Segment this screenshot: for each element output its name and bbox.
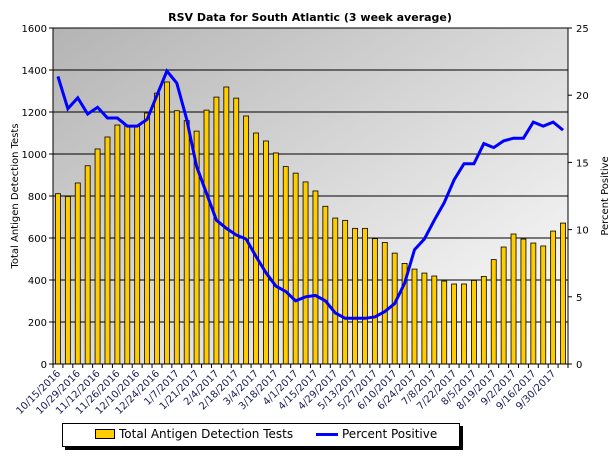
legend-item-percent: Percent Positive xyxy=(316,427,437,441)
y-tick-label: 1400 xyxy=(22,66,47,77)
bar xyxy=(213,96,220,365)
bar xyxy=(500,246,507,365)
y-tick-label: 1000 xyxy=(22,150,47,161)
bar xyxy=(134,125,141,365)
bar xyxy=(94,148,101,365)
bar xyxy=(124,125,131,365)
bar xyxy=(471,280,477,365)
y2-tick-label: 10 xyxy=(576,226,589,237)
legend-bar-swatch xyxy=(95,429,115,439)
bar xyxy=(480,276,487,365)
bar xyxy=(421,272,428,365)
bar xyxy=(431,275,438,365)
bar xyxy=(104,136,111,365)
bar xyxy=(322,205,329,365)
bar xyxy=(441,280,448,365)
bar xyxy=(520,238,527,365)
y2-tick-label: 5 xyxy=(576,293,582,304)
bar xyxy=(233,97,240,365)
bar xyxy=(292,172,299,365)
y2-axis-label: Percent Positive xyxy=(600,156,611,235)
bar xyxy=(550,230,557,365)
bar xyxy=(411,268,418,365)
bar xyxy=(312,190,319,365)
bar xyxy=(272,152,279,365)
bar xyxy=(332,217,339,365)
bar xyxy=(510,233,517,365)
bar xyxy=(560,222,566,365)
bar xyxy=(55,193,61,365)
y-tick-label: 1200 xyxy=(22,108,47,119)
bar xyxy=(163,81,170,365)
legend: Total Antigen Detection Tests Percent Po… xyxy=(62,423,460,447)
y2-tick-label: 20 xyxy=(576,91,589,102)
y-tick-label: 200 xyxy=(28,318,47,329)
legend-label-tests: Total Antigen Detection Tests xyxy=(119,427,294,441)
legend-item-tests: Total Antigen Detection Tests xyxy=(95,427,293,441)
bar xyxy=(540,245,547,365)
percent-positive-line xyxy=(56,68,564,320)
y2-tick-label: 0 xyxy=(576,360,582,371)
bar xyxy=(114,124,121,365)
chart-title: RSV Data for South Atlantic (3 week aver… xyxy=(168,11,452,24)
bar xyxy=(183,120,190,365)
bar xyxy=(144,112,150,365)
bar xyxy=(302,181,309,365)
y-tick-label: 1600 xyxy=(22,24,47,35)
bar xyxy=(342,219,349,365)
y-tick-label: 400 xyxy=(28,276,47,287)
legend-line-swatch xyxy=(316,432,338,436)
bar xyxy=(461,283,467,365)
bar xyxy=(371,238,378,365)
y-tick-label: 0 xyxy=(41,360,47,371)
y2-tick-label: 15 xyxy=(576,158,589,169)
bar xyxy=(263,140,269,365)
bar xyxy=(154,92,160,365)
bar xyxy=(362,227,368,365)
bar xyxy=(381,242,388,365)
bar xyxy=(64,196,71,365)
bar xyxy=(253,132,259,365)
y-axis-label: Total Antigen Detection Tests xyxy=(10,123,21,269)
bar xyxy=(530,242,537,365)
bar xyxy=(84,165,91,365)
bar xyxy=(282,166,289,365)
bar xyxy=(74,182,81,365)
y2-tick-label: 25 xyxy=(576,24,589,35)
bar xyxy=(391,252,398,365)
bar xyxy=(173,110,180,365)
bar xyxy=(451,283,458,365)
bar xyxy=(203,109,210,365)
legend-label-percent: Percent Positive xyxy=(342,427,438,441)
y-tick-label: 800 xyxy=(28,192,47,203)
bar xyxy=(352,227,358,365)
y-tick-label: 600 xyxy=(28,234,47,245)
bar xyxy=(490,259,497,365)
